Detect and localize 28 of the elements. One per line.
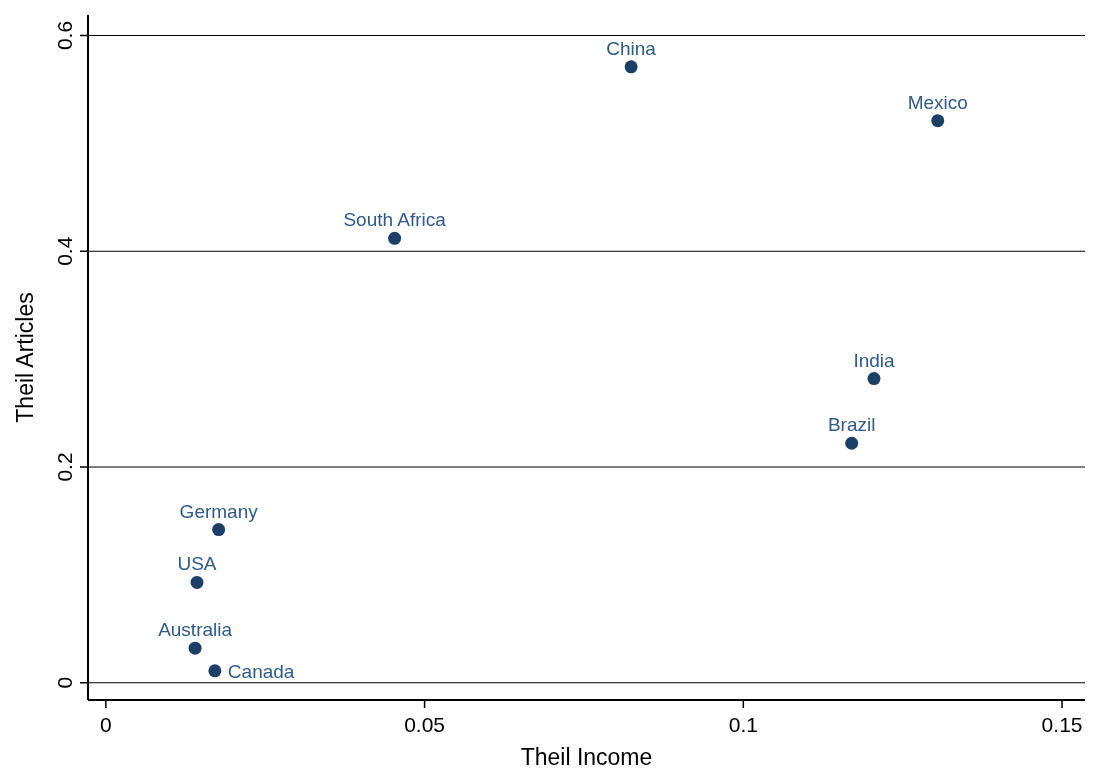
annotation: Brazil <box>827 414 876 436</box>
y-tick-label: 0.2 <box>53 452 76 482</box>
point <box>188 641 202 655</box>
x-tick-label: 0.1 <box>728 713 758 736</box>
y-tick-label: 0 <box>53 676 76 689</box>
point <box>212 523 226 537</box>
annotation: Canada <box>227 660 295 682</box>
point <box>388 231 402 245</box>
annotation: South Africa <box>343 209 447 231</box>
y-tick-label: 0.4 <box>53 236 76 266</box>
point <box>624 60 638 74</box>
annotation: Australia <box>158 619 233 641</box>
annotation: Germany <box>179 500 259 522</box>
point <box>190 575 204 589</box>
annotation: Mexico <box>907 91 968 113</box>
y-tick-label: 0.6 <box>53 20 76 51</box>
point <box>867 372 881 386</box>
x-axis-title: Theil Income <box>520 744 653 770</box>
annotation: China <box>606 37 657 59</box>
x-tick-label: 0.15 <box>1041 713 1083 736</box>
x-tick-label: 0 <box>100 713 112 736</box>
point <box>845 436 859 450</box>
y-axis-title: Theil Articles <box>12 292 38 423</box>
annotation: India <box>853 349 896 371</box>
point <box>931 114 945 128</box>
point <box>208 664 222 678</box>
annotation: USA <box>177 553 217 575</box>
x-tick-label: 0.05 <box>404 713 446 736</box>
